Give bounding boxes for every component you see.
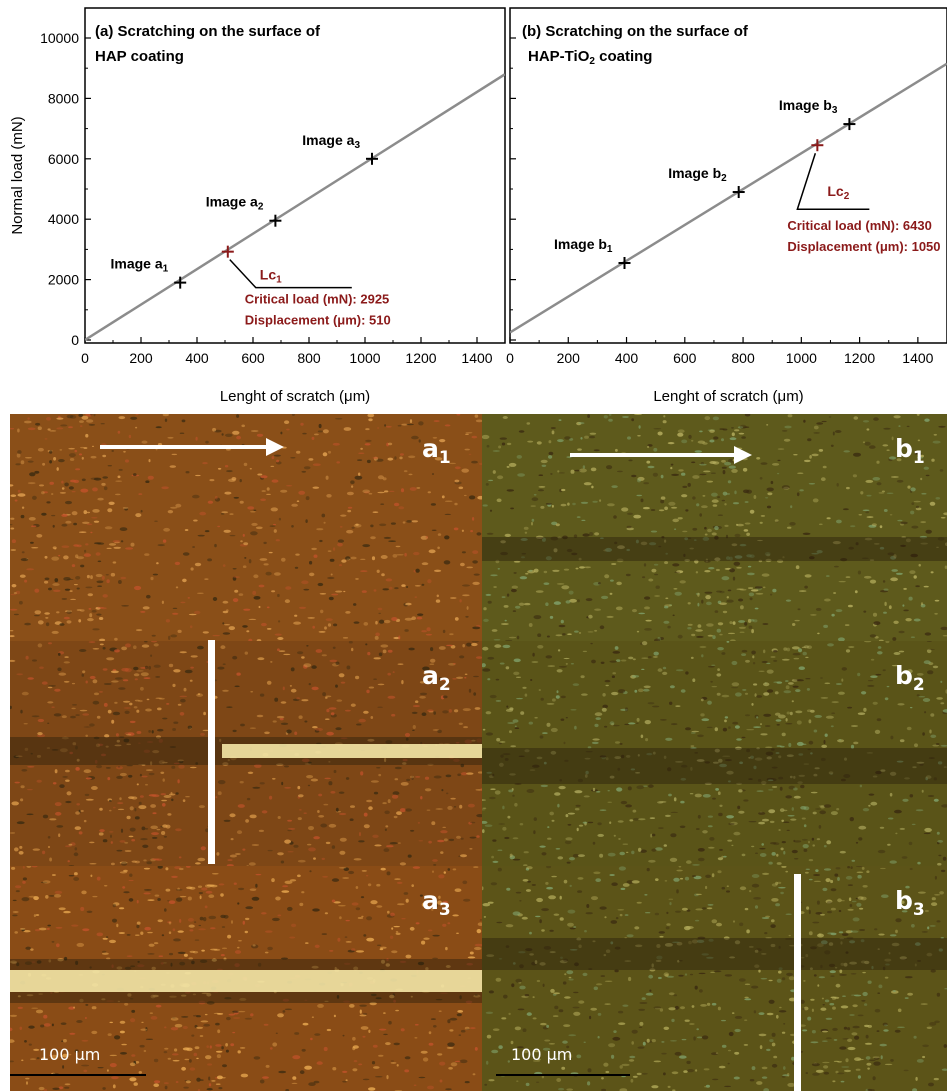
critical-point <box>811 139 824 152</box>
x-tick-label: 600 <box>241 350 265 366</box>
data-point <box>269 214 282 227</box>
point-label: Image a2 <box>206 194 264 213</box>
x-tick-label: 1400 <box>902 350 933 366</box>
micrograph-a2 <box>10 641 482 866</box>
chart-title-line1: (b) Scratching on the surface of <box>522 23 749 40</box>
micrograph-label: b3 <box>895 886 925 920</box>
data-point <box>174 276 187 289</box>
point-label: Image b3 <box>779 97 838 116</box>
x-tick-label: 1200 <box>844 350 875 366</box>
y-tick-label: 0 <box>71 332 79 348</box>
scale-bar <box>496 1074 630 1076</box>
y-tick-label: 8000 <box>48 90 79 106</box>
micrograph-texture <box>10 641 482 866</box>
scratch-direction-arrow <box>570 453 736 457</box>
chart-title-line1: (a) Scratching on the surface of <box>95 23 321 40</box>
scale-bar-label: 100 μm <box>511 1045 573 1064</box>
x-tick-label: 200 <box>557 350 581 366</box>
chart-title-line2: HAP-TiO2 coating <box>528 48 652 67</box>
point-label: Image b1 <box>554 236 613 255</box>
micrograph-b1 <box>482 414 947 641</box>
data-point <box>843 118 856 131</box>
micrograph-texture <box>482 641 947 866</box>
micrograph-texture <box>10 414 482 641</box>
x-tick-label: 800 <box>731 350 755 366</box>
y-axis-label: Normal load (mN) <box>9 116 26 234</box>
micrograph-label: b1 <box>895 434 925 468</box>
x-tick-label: 1000 <box>786 350 817 366</box>
y-tick-label: 10000 <box>40 30 79 46</box>
micrograph-label: a3 <box>422 886 451 920</box>
critical-name: Lc1 <box>260 267 282 286</box>
micrograph-a3 <box>10 866 482 1091</box>
critical-name: Lc2 <box>827 183 849 202</box>
micrograph-label: a1 <box>422 434 451 468</box>
micrograph-a1 <box>10 414 482 641</box>
point-label: Image a3 <box>302 132 360 151</box>
x-tick-label: 600 <box>673 350 697 366</box>
x-tick-label: 800 <box>297 350 321 366</box>
micrograph-texture <box>482 866 947 1091</box>
data-point <box>732 186 745 199</box>
micrograph-label: a2 <box>422 661 451 695</box>
x-tick-label: 1400 <box>461 350 492 366</box>
point-label: Image a1 <box>110 256 168 275</box>
charts: 0 200 400 600 800 1000 1200 1400020004000600080… <box>9 7 947 405</box>
critical-point <box>221 245 234 258</box>
x-tick-label: 400 <box>615 350 639 366</box>
scratch-direction-arrow <box>100 445 268 449</box>
critical-leader <box>796 152 870 210</box>
chart-title-line2: HAP coating <box>95 48 184 65</box>
micrograph-texture <box>482 414 947 641</box>
scale-bar <box>10 1074 146 1076</box>
critical-displacement-text: Displacement (μm): 1050 <box>787 239 940 254</box>
x-axis-label: Lenght of scratch (μm) <box>653 388 803 405</box>
scale-bar-label: 100 μm <box>39 1045 101 1064</box>
critical-displacement-text: Displacement (μm): 510 <box>245 313 391 328</box>
series-line <box>510 62 947 334</box>
data-point <box>618 256 631 269</box>
x-tick-label: 200 <box>129 350 153 366</box>
micrograph-b3 <box>482 866 947 1091</box>
x-tick-label: 0 <box>506 350 514 366</box>
x-tick-label: 0 <box>81 350 89 366</box>
x-tick-label: 1000 <box>349 350 380 366</box>
point-label: Image b2 <box>668 165 727 184</box>
critical-leader <box>229 259 352 289</box>
y-tick-label: 6000 <box>48 151 79 167</box>
critical-position-marker <box>208 640 215 864</box>
y-tick-label: 2000 <box>48 272 79 288</box>
series-line <box>85 73 505 342</box>
x-tick-label: 1200 <box>405 350 436 366</box>
plot-frame-1 <box>509 7 947 344</box>
micrograph-label: b2 <box>895 661 925 695</box>
y-tick-label: 4000 <box>48 211 79 227</box>
micrograph-b2 <box>482 641 947 866</box>
scratch-direction-arrowhead <box>266 438 284 456</box>
plot-frame-0 <box>84 7 506 344</box>
micrograph-texture <box>10 866 482 1091</box>
critical-load-text: Critical load (mN): 6430 <box>787 218 932 233</box>
data-point <box>366 152 378 165</box>
x-axis-label: Lenght of scratch (μm) <box>220 388 370 405</box>
x-tick-label: 400 <box>185 350 209 366</box>
critical-load-text: Critical load (mN): 2925 <box>245 292 389 307</box>
critical-position-marker <box>794 874 801 1091</box>
scratch-direction-arrowhead <box>734 446 752 464</box>
